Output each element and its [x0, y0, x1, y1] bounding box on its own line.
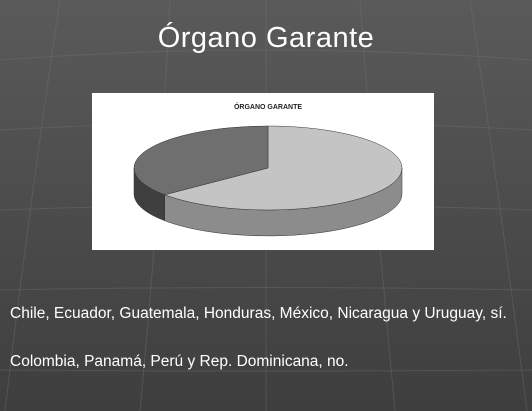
slice-top — [133, 125, 269, 196]
pie-slice — [163, 125, 403, 237]
bullet: Colombia, Panamá, Perú y Rep. Dominicana… — [10, 353, 349, 370]
chart: ÓRGANO GARANTE SíNo — [92, 93, 434, 250]
slide-title: Órgano Garante — [157, 22, 375, 54]
pie-slice — [133, 125, 269, 222]
slice-top — [163, 125, 403, 211]
bullet: Chile, Ecuador, Guatemala, Honduras, Méx… — [10, 305, 507, 322]
chart-title: ÓRGANO GARANTE — [234, 102, 302, 111]
